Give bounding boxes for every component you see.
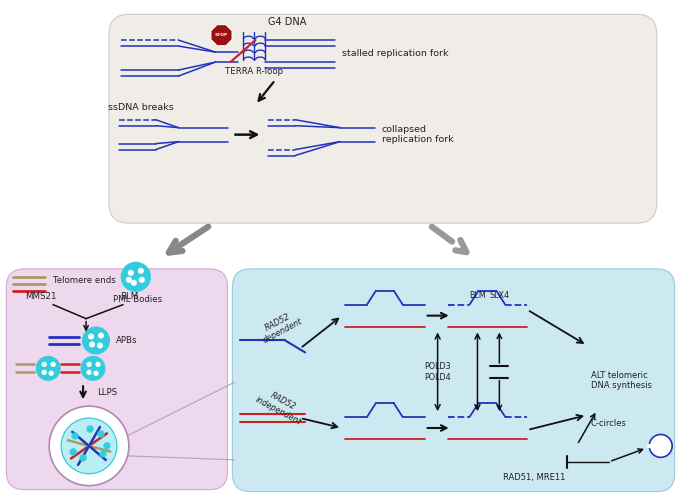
FancyBboxPatch shape [109, 15, 657, 223]
Text: TERRA R-loop: TERRA R-loop [225, 67, 284, 76]
Text: PML Bodies: PML Bodies [113, 295, 162, 304]
Circle shape [138, 269, 143, 273]
Circle shape [49, 372, 53, 375]
Circle shape [87, 363, 91, 366]
Circle shape [90, 342, 95, 347]
Circle shape [80, 455, 86, 461]
Text: ALT telomeric
DNA synthesis: ALT telomeric DNA synthesis [591, 371, 652, 390]
Text: Telomere ends: Telomere ends [53, 277, 116, 286]
Circle shape [83, 327, 110, 354]
Text: collapsed
replication fork: collapsed replication fork [382, 125, 453, 144]
Circle shape [72, 433, 78, 439]
Text: MMS21: MMS21 [25, 292, 57, 301]
Circle shape [87, 426, 93, 432]
Circle shape [51, 363, 55, 366]
Circle shape [42, 371, 46, 374]
Circle shape [87, 371, 91, 374]
Circle shape [99, 333, 103, 338]
Circle shape [49, 406, 129, 485]
Circle shape [649, 434, 672, 457]
Text: G4 DNA: G4 DNA [269, 17, 307, 27]
Circle shape [81, 356, 105, 380]
Text: RAD51, MRE11: RAD51, MRE11 [503, 473, 565, 482]
Text: STOP: STOP [215, 33, 228, 37]
Text: ssDNA breaks: ssDNA breaks [108, 103, 174, 112]
Circle shape [132, 281, 136, 285]
Text: BLM: BLM [120, 292, 138, 301]
Circle shape [42, 363, 46, 366]
Circle shape [98, 431, 104, 437]
Text: APBs: APBs [116, 336, 138, 345]
Circle shape [95, 372, 98, 375]
FancyBboxPatch shape [6, 269, 227, 489]
Circle shape [89, 334, 93, 339]
Text: RAD52
dependent: RAD52 dependent [257, 308, 304, 345]
Text: C-circles: C-circles [591, 419, 627, 428]
Text: SLX4: SLX4 [489, 291, 510, 300]
FancyBboxPatch shape [232, 269, 675, 491]
Circle shape [98, 343, 102, 348]
Circle shape [121, 263, 150, 291]
Circle shape [104, 443, 110, 449]
Text: RAD52
independent: RAD52 independent [253, 386, 307, 427]
Circle shape [70, 449, 76, 455]
Circle shape [127, 278, 131, 282]
Circle shape [129, 271, 133, 275]
Circle shape [61, 418, 117, 474]
Circle shape [100, 451, 106, 457]
Text: stalled replication fork: stalled replication fork [342, 49, 449, 58]
Circle shape [36, 356, 60, 380]
Circle shape [96, 363, 100, 366]
Text: BLM: BLM [469, 291, 486, 300]
Text: LLPS: LLPS [97, 388, 117, 397]
Text: POLD3
POLD4: POLD3 POLD4 [424, 362, 451, 382]
Circle shape [140, 278, 144, 282]
